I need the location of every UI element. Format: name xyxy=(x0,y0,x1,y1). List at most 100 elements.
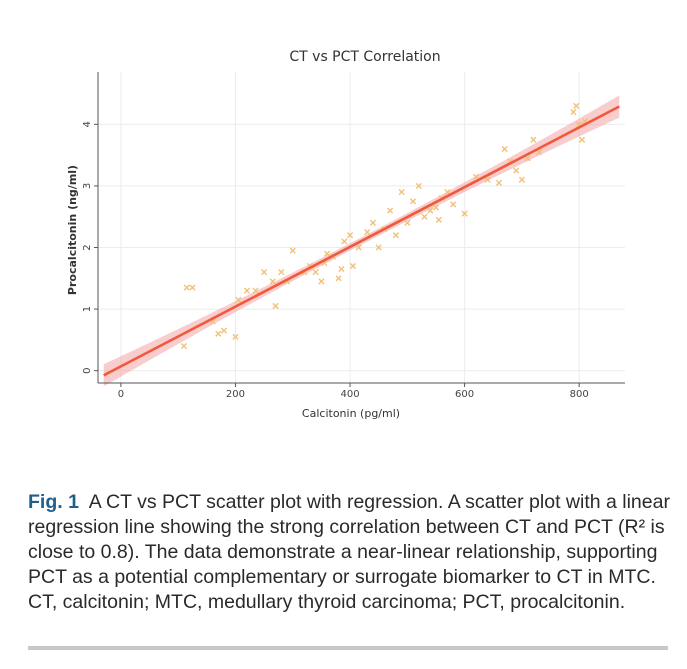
data-point-stroke-b xyxy=(581,118,588,125)
data-point xyxy=(432,204,440,211)
data-point xyxy=(404,219,411,226)
data-point-stroke-b xyxy=(355,244,362,251)
y-axis-label: Procalcitonin (ng/ml) xyxy=(66,165,79,295)
x-tick-label: 400 xyxy=(340,389,359,400)
regression-line-group xyxy=(103,105,620,377)
data-point-stroke-b xyxy=(289,247,296,254)
data-point-stroke-b xyxy=(427,207,434,214)
data-point xyxy=(180,342,188,350)
data-point-stroke-b xyxy=(435,216,442,223)
data-point xyxy=(573,102,580,109)
data-point-stroke-b xyxy=(272,302,279,310)
data-point-stroke-b xyxy=(369,219,377,226)
scatter-chart: CT vs PCT Correlation 0 200 400 600 800 0 1 2 3 4… xyxy=(66,49,625,420)
data-point-stroke-b xyxy=(578,136,586,143)
data-point-stroke-b xyxy=(232,333,239,340)
data-point xyxy=(375,244,382,251)
data-point xyxy=(518,176,525,183)
data-point-stroke-b xyxy=(513,167,520,174)
data-point xyxy=(243,287,251,294)
y-tick-label: 3 xyxy=(82,183,93,189)
x-axis-label: Calcitonin (pg/ml) xyxy=(302,407,400,420)
data-point-stroke-b xyxy=(392,232,399,239)
caption-text: A CT vs PCT scatter plot with regression… xyxy=(28,491,670,613)
data-point-stroke-b xyxy=(335,275,342,282)
data-point xyxy=(289,247,296,254)
data-point-stroke-b xyxy=(312,269,319,276)
data-point xyxy=(278,269,285,276)
data-point xyxy=(324,250,331,257)
data-point xyxy=(421,213,428,220)
data-point-stroke-b xyxy=(269,278,276,285)
data-point-stroke-b xyxy=(341,238,348,245)
caption-divider xyxy=(28,646,668,650)
data-point xyxy=(513,167,520,174)
data-point-stroke-b xyxy=(450,201,457,208)
data-point xyxy=(346,232,354,239)
data-point-stroke-b xyxy=(324,250,331,257)
data-point xyxy=(578,136,586,143)
data-point-stroke-b xyxy=(421,213,428,220)
data-point-stroke-b xyxy=(183,284,190,291)
data-point xyxy=(495,179,503,186)
y-tick-label: 2 xyxy=(82,244,93,250)
data-point xyxy=(387,207,394,214)
data-point xyxy=(261,269,268,276)
figure-caption: Fig. 1 A CT vs PCT scatter plot with reg… xyxy=(28,490,673,615)
data-point xyxy=(427,207,434,214)
tick-labels: 0 200 400 600 800 0 1 2 3 4 xyxy=(82,121,589,400)
data-point-stroke-b xyxy=(387,207,394,214)
x-tick-label: 0 xyxy=(118,389,124,400)
data-point xyxy=(398,188,405,196)
data-point-stroke-b xyxy=(404,219,411,226)
data-point-stroke-b xyxy=(573,102,580,109)
data-point xyxy=(472,173,480,180)
data-point xyxy=(220,327,228,334)
grid-lines xyxy=(98,72,625,383)
data-point-stroke-b xyxy=(180,342,188,350)
data-point xyxy=(215,330,222,337)
data-point-stroke-b xyxy=(409,198,417,205)
data-point xyxy=(450,201,457,208)
data-point xyxy=(272,302,279,310)
data-point-stroke-b xyxy=(220,327,228,334)
data-point xyxy=(269,278,276,285)
data-point xyxy=(435,216,442,223)
data-point xyxy=(235,296,242,303)
data-point xyxy=(183,284,190,291)
data-point xyxy=(189,284,196,291)
data-point-stroke-b xyxy=(576,121,583,128)
data-point-stroke-b xyxy=(189,284,196,291)
data-point-stroke-b xyxy=(278,269,285,276)
data-point-stroke-b xyxy=(530,136,537,143)
data-point xyxy=(232,333,239,340)
data-point xyxy=(335,275,342,282)
data-point-stroke-b xyxy=(364,229,371,236)
data-point-stroke-b xyxy=(261,269,268,276)
chart-title: CT vs PCT Correlation xyxy=(289,49,440,65)
data-point-stroke-b xyxy=(495,179,503,186)
regression-line xyxy=(103,105,620,377)
data-point xyxy=(355,244,362,251)
data-point xyxy=(349,262,357,270)
data-point xyxy=(409,198,417,205)
data-point xyxy=(341,238,348,245)
data-point xyxy=(415,182,422,190)
data-point-stroke-b xyxy=(398,188,405,196)
data-point-stroke-b xyxy=(235,296,242,303)
data-point-stroke-b xyxy=(472,173,480,180)
data-point xyxy=(392,232,399,239)
data-point-stroke-b xyxy=(524,155,531,162)
data-point-stroke-b xyxy=(570,108,577,116)
data-point-stroke-b xyxy=(461,210,468,217)
data-point-stroke-b xyxy=(535,148,543,156)
data-point-stroke-b xyxy=(209,318,216,325)
data-point xyxy=(570,108,577,116)
data-point-stroke-b xyxy=(349,262,357,270)
data-point xyxy=(318,278,325,285)
data-point-stroke-b xyxy=(484,176,491,183)
data-point-stroke-b xyxy=(215,330,222,337)
data-point-stroke-b xyxy=(252,287,259,294)
data-point-stroke-b xyxy=(338,265,345,273)
y-tick-label: 1 xyxy=(82,306,93,312)
